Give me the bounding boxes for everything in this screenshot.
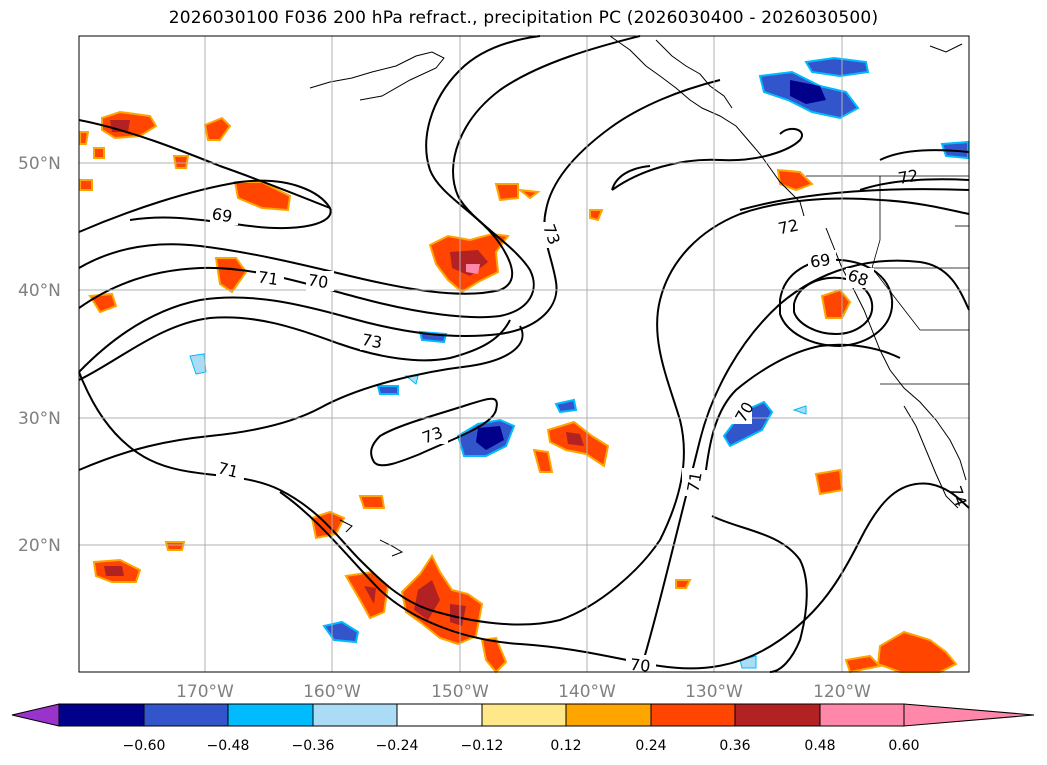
gridlines xyxy=(79,36,969,672)
colorbar-ticks: −0.60 −0.48 −0.36 −0.24 −0.12 0.12 0.24 … xyxy=(123,738,920,754)
colorbar-tick: 0.24 xyxy=(635,738,666,754)
colorbar-tick: −0.36 xyxy=(292,738,335,754)
political-borders xyxy=(806,175,969,385)
map-title: 2026030100 F036 200 hPa refract., precip… xyxy=(168,8,879,28)
contour-label-70-west: 70 xyxy=(307,270,330,292)
colorbar-segment xyxy=(481,703,567,727)
lon-label-170w: 170°W xyxy=(176,682,234,702)
lon-label-160w: 160°W xyxy=(303,682,361,702)
latitude-labels: 50°N 40°N 30°N 20°N xyxy=(18,154,61,556)
precip-positive-fields xyxy=(79,110,958,674)
colorbar-arrow-high xyxy=(903,703,1035,727)
contour-lines xyxy=(78,35,970,673)
longitude-labels: 170°W 160°W 150°W 140°W 130°W 120°W xyxy=(176,682,871,702)
colorbar-tick: 0.48 xyxy=(804,738,835,754)
colorbar-tick: −0.48 xyxy=(207,738,250,754)
contour-label-70-south: 70 xyxy=(629,655,651,676)
colorbar-segment xyxy=(819,703,905,727)
lon-label-140w: 140°W xyxy=(558,682,616,702)
map-area xyxy=(79,36,969,672)
colorbar xyxy=(11,703,1035,727)
contour-label-71-east: 71 xyxy=(683,470,705,493)
lon-label-150w: 150°W xyxy=(431,682,489,702)
lat-label-20n: 20°N xyxy=(18,536,61,556)
contour-label-71-southwest: 71 xyxy=(216,458,240,481)
lat-label-40n: 40°N xyxy=(18,281,61,301)
colorbar-segment xyxy=(734,703,821,727)
lat-label-30n: 30°N xyxy=(18,409,61,429)
colorbar-segment xyxy=(396,703,483,727)
contour-label-69-west: 69 xyxy=(210,204,233,226)
lon-label-120w: 120°W xyxy=(813,682,871,702)
lat-label-50n: 50°N xyxy=(18,154,61,174)
colorbar-segment xyxy=(312,703,398,727)
colorbar-arrow-low xyxy=(11,703,60,727)
lon-label-130w: 130°W xyxy=(685,682,743,702)
precip-negative-fields xyxy=(189,56,969,669)
colorbar-segment xyxy=(565,703,652,727)
contour-label-72-northeast: 72 xyxy=(776,215,800,238)
colorbar-tick: −0.24 xyxy=(376,738,419,754)
map-border xyxy=(78,35,970,673)
colorbar-tick: −0.12 xyxy=(461,738,504,754)
colorbar-segment xyxy=(58,703,145,727)
colorbar-segment xyxy=(650,703,736,727)
colorbar-tick: 0.60 xyxy=(888,738,919,754)
contour-label-71-west: 71 xyxy=(257,267,280,289)
colorbar-tick: 0.12 xyxy=(550,738,581,754)
colorbar-segment xyxy=(227,703,314,727)
contour-label-69-east: 69 xyxy=(809,250,832,272)
coastlines xyxy=(309,35,967,557)
colorbar-tick: −0.60 xyxy=(123,738,166,754)
colorbar-segment xyxy=(143,703,229,727)
contour-label-74-northeast: 72 xyxy=(897,166,920,188)
colorbar-tick: 0.36 xyxy=(719,738,750,754)
contour-label-73-central: 73 xyxy=(360,330,383,352)
